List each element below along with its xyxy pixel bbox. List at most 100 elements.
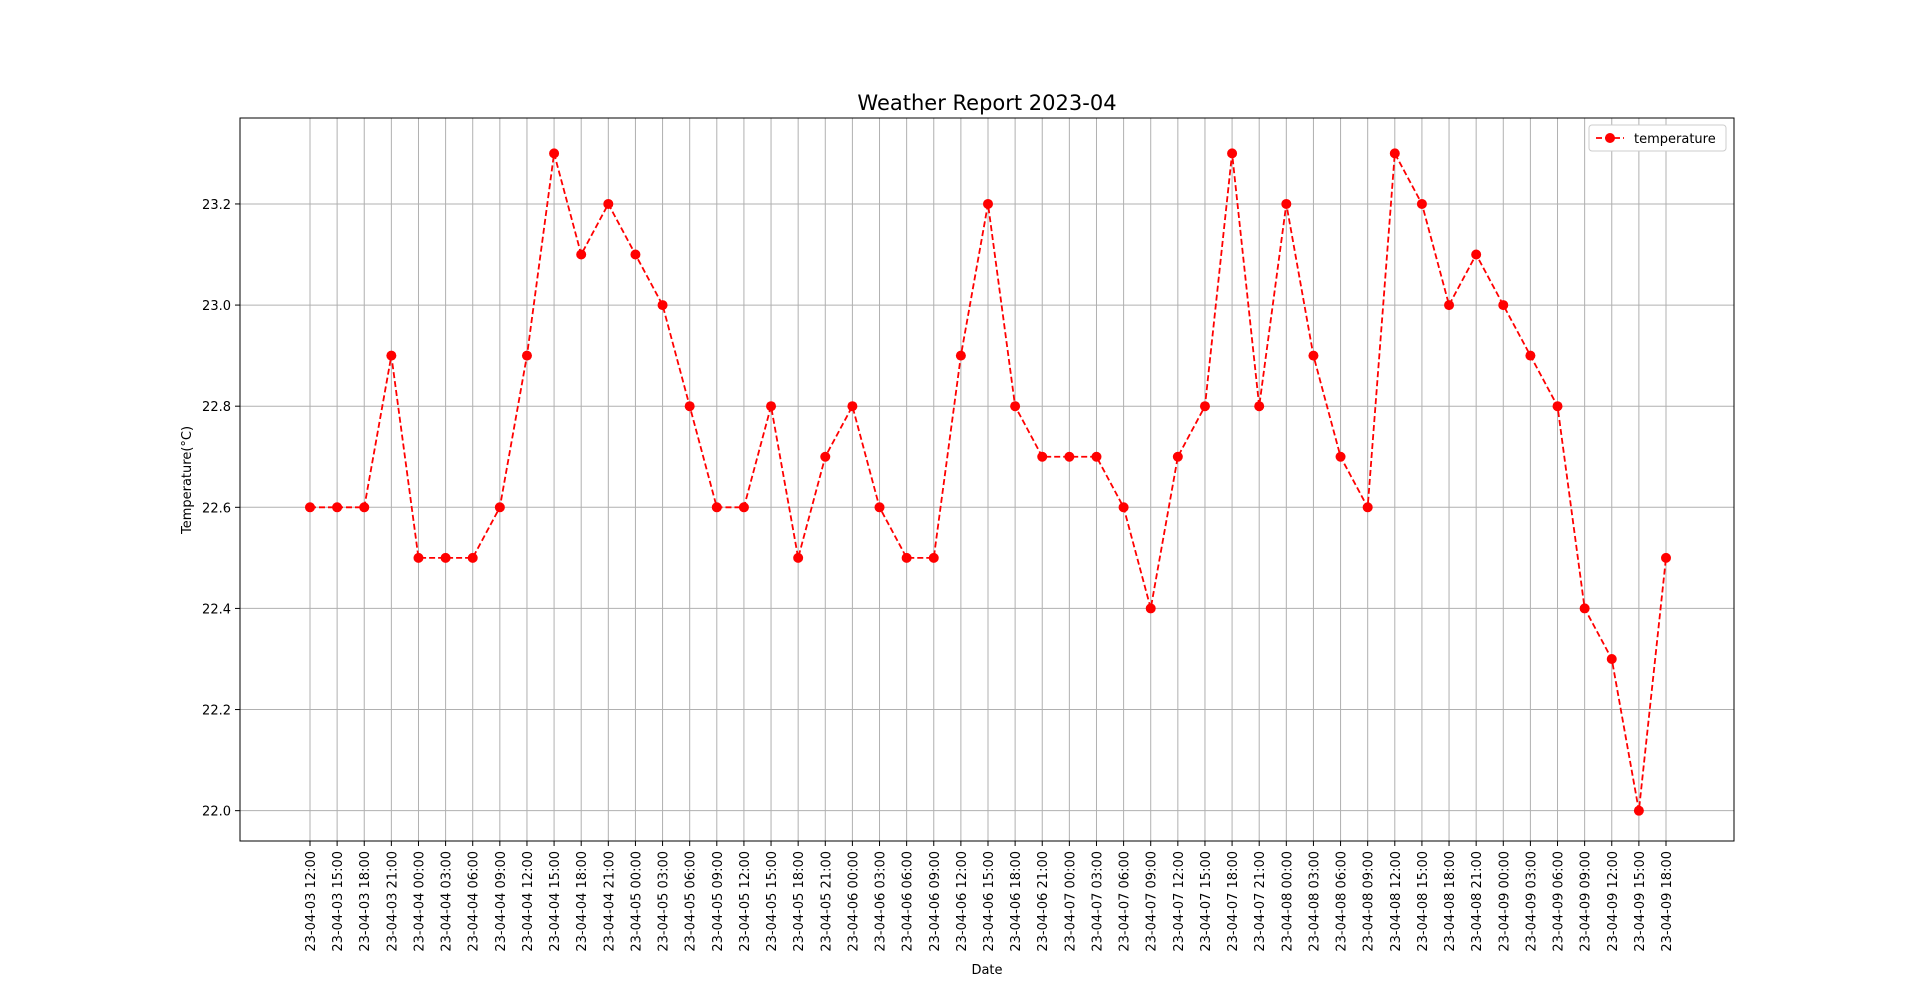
temperature-point	[1444, 300, 1455, 311]
y-tick-label: 23.0	[202, 299, 231, 314]
x-tick-label: 23-04-04 21:00	[602, 851, 617, 952]
x-tick-label: 23-04-05 09:00	[711, 851, 726, 952]
x-tick-label: 23-04-09 09:00	[1579, 851, 1594, 952]
x-tick-label: 23-04-06 09:00	[928, 851, 943, 952]
temperature-point	[413, 552, 424, 563]
temperature-point	[305, 502, 315, 513]
x-tick-label: 23-04-09 18:00	[1660, 851, 1675, 952]
temperature-point	[1525, 350, 1536, 361]
y-tick-label: 22.6	[202, 501, 231, 516]
temperature-point	[766, 401, 777, 412]
x-tick-label: 23-04-04 03:00	[440, 851, 455, 952]
temperature-point	[1471, 249, 1482, 260]
x-tick-label: 23-04-04 06:00	[467, 851, 482, 952]
x-tick-label: 23-04-07 03:00	[1090, 851, 1105, 952]
x-tick-label: 23-04-03 18:00	[358, 851, 373, 952]
temperature-point	[711, 502, 722, 513]
temperature-point	[467, 552, 478, 563]
temperature-point	[386, 350, 397, 361]
x-tick-label: 23-04-05 12:00	[738, 851, 753, 952]
temperature-point	[820, 451, 831, 462]
temperature-point	[1172, 451, 1183, 462]
x-tick-label: 23-04-07 15:00	[1199, 851, 1214, 952]
x-tick-label: 23-04-04 18:00	[575, 851, 590, 952]
temperature-point	[928, 552, 939, 563]
temperature-point	[576, 249, 587, 260]
x-tick-label: 23-04-06 18:00	[1009, 851, 1024, 952]
temperature-point	[1661, 552, 1671, 563]
x-tick-label: 23-04-04 00:00	[412, 851, 427, 952]
y-tick-label: 22.2	[202, 704, 231, 719]
temperature-point	[983, 198, 993, 209]
y-tick-label: 22.4	[202, 602, 231, 617]
temperature-point	[1416, 198, 1427, 209]
temperature-point	[1010, 401, 1021, 412]
temperature-point	[603, 198, 614, 209]
x-tick-label: 23-04-07 18:00	[1226, 851, 1241, 952]
x-tick-label: 23-04-06 12:00	[955, 851, 970, 952]
x-tick-label: 23-04-03 12:00	[304, 851, 319, 952]
temperature-point	[847, 401, 858, 412]
x-tick-label: 23-04-05 21:00	[819, 851, 834, 952]
x-tick-label: 23-04-08 18:00	[1443, 851, 1458, 952]
x-tick-label: 23-04-09 12:00	[1606, 851, 1621, 952]
x-tick-label: 23-04-06 03:00	[874, 851, 889, 952]
x-tick-label: 23-04-09 15:00	[1633, 851, 1648, 952]
x-tick-label: 23-04-08 15:00	[1416, 851, 1431, 952]
x-tick-label: 23-04-09 00:00	[1497, 851, 1512, 952]
chart-title: Weather Report 2023-04	[857, 91, 1116, 115]
temperature-point	[1227, 148, 1238, 159]
x-tick-label: 23-04-03 15:00	[331, 851, 346, 952]
temperature-point	[657, 300, 668, 311]
x-tick-label: 23-04-04 15:00	[548, 851, 563, 952]
x-tick-label: 23-04-03 21:00	[385, 851, 400, 952]
temperature-point	[793, 552, 804, 563]
x-tick-label: 23-04-08 09:00	[1362, 851, 1377, 952]
axis-ticks: 23-04-03 12:00 23-04-03 15:00 23-04-03 18:…	[202, 198, 1675, 952]
temperature-point	[1498, 300, 1509, 311]
x-tick-label: 23-04-08 06:00	[1335, 851, 1350, 952]
x-axis-label: Date	[971, 963, 1002, 978]
x-tick-label: 23-04-06 06:00	[901, 851, 916, 952]
y-tick-label: 22.0	[202, 805, 231, 820]
x-tick-label: 23-04-08 12:00	[1389, 851, 1404, 952]
series-temperature	[305, 148, 1671, 816]
legend-label-temperature: temperature	[1634, 132, 1716, 147]
x-tick-label: 23-04-08 21:00	[1470, 851, 1485, 952]
temperature-point	[1335, 451, 1346, 462]
temperature-point	[521, 350, 532, 361]
temperature-point	[332, 502, 343, 513]
x-tick-label: 23-04-05 18:00	[792, 851, 807, 952]
temperature-point	[1362, 502, 1373, 513]
grid	[240, 118, 1734, 841]
temperature-point	[1118, 502, 1129, 513]
temperature-point	[684, 401, 695, 412]
temperature-point	[1633, 805, 1644, 816]
x-tick-label: 23-04-04 12:00	[521, 851, 536, 952]
temperature-point	[440, 552, 451, 563]
temperature-point	[901, 552, 912, 563]
legend: temperature	[1588, 124, 1727, 152]
x-tick-label: 23-04-05 00:00	[629, 851, 644, 952]
temperature-point	[1254, 401, 1265, 412]
temperature-point	[549, 148, 560, 159]
x-tick-label: 23-04-09 03:00	[1524, 851, 1539, 952]
temperature-point	[874, 502, 885, 513]
y-tick-label: 23.2	[202, 198, 231, 213]
x-tick-label: 23-04-07 12:00	[1172, 851, 1187, 952]
y-tick-label: 22.8	[202, 400, 231, 415]
x-tick-label: 23-04-07 06:00	[1118, 851, 1133, 952]
x-tick-label: 23-04-06 15:00	[982, 851, 997, 952]
temperature-point	[1579, 603, 1590, 614]
x-tick-label: 23-04-07 09:00	[1145, 851, 1160, 952]
x-tick-label: 23-04-07 00:00	[1063, 851, 1078, 952]
plot-area-frame	[239, 117, 1735, 842]
legend-box	[1588, 124, 1727, 152]
temperature-point	[1281, 198, 1292, 209]
temperature-point	[1606, 653, 1617, 664]
x-tick-label: 23-04-05 15:00	[765, 851, 780, 952]
x-tick-label: 23-04-09 06:00	[1552, 851, 1567, 952]
temperature-point	[494, 502, 505, 513]
